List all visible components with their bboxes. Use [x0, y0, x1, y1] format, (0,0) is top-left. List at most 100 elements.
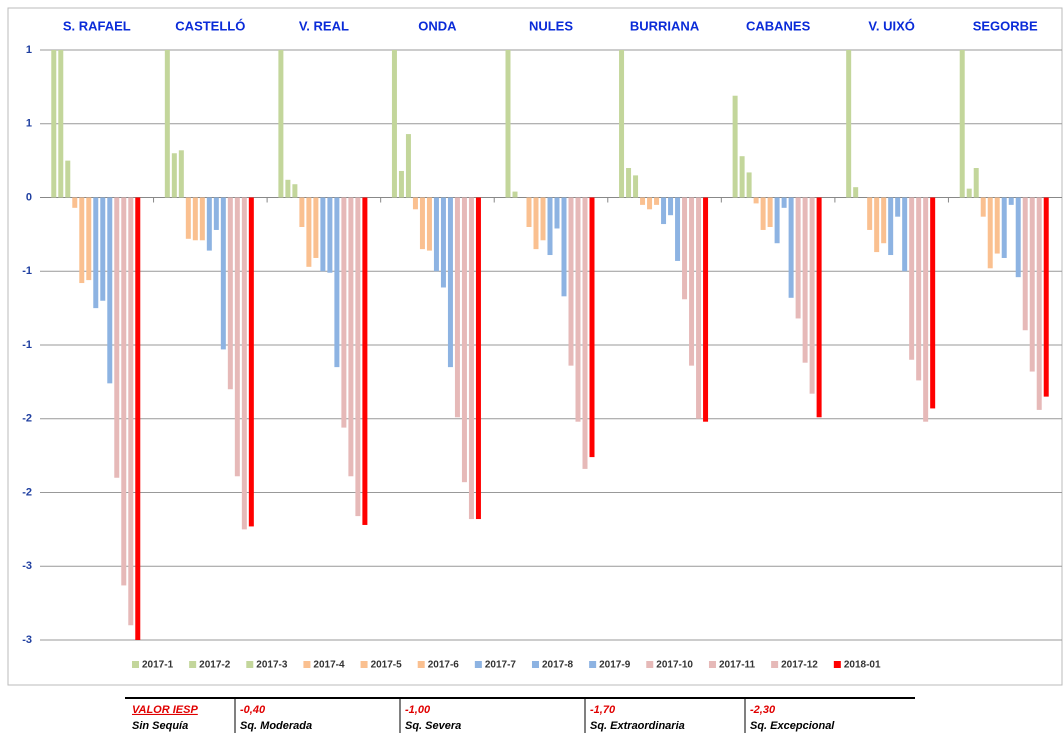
bar — [795, 197, 801, 319]
bar — [327, 197, 333, 273]
legend-label: 2017-8 — [542, 660, 574, 671]
table-header: -1,70 — [590, 704, 616, 716]
legend-label: 2017-5 — [371, 660, 403, 671]
y-tick-label: -3 — [22, 560, 32, 572]
bar — [306, 197, 312, 267]
legend-swatch — [246, 661, 254, 668]
bar — [227, 197, 233, 390]
bar — [895, 197, 901, 217]
bar — [475, 197, 481, 520]
bar — [959, 50, 965, 198]
bar — [320, 197, 326, 272]
bar — [568, 197, 574, 366]
table-label: Sq. Moderada — [240, 720, 312, 732]
bar — [881, 197, 887, 244]
bar — [809, 197, 815, 394]
bar — [454, 197, 460, 418]
category-label: CABANES — [746, 18, 811, 33]
bar — [916, 197, 922, 381]
bar — [781, 197, 787, 208]
bar — [633, 175, 639, 198]
y-tick-label: -1 — [22, 339, 32, 351]
y-tick-label: 1 — [26, 118, 32, 130]
bar — [433, 197, 439, 272]
bar — [526, 197, 532, 227]
bar — [412, 197, 418, 210]
bar — [682, 197, 688, 300]
bar — [79, 197, 85, 284]
legend-swatch — [474, 661, 482, 668]
bar — [533, 197, 539, 250]
bar — [540, 197, 546, 241]
legend-label: 2017-6 — [428, 660, 460, 671]
legend-swatch — [417, 661, 425, 668]
y-tick-label: -2 — [22, 413, 32, 425]
legend-swatch — [708, 661, 716, 668]
legend-swatch — [646, 661, 654, 668]
bar — [128, 197, 134, 626]
bar — [696, 197, 702, 419]
bar — [461, 197, 467, 483]
bar — [505, 50, 511, 198]
bar — [732, 95, 738, 198]
bar — [689, 197, 695, 366]
bar — [582, 197, 588, 469]
legend-swatch — [531, 661, 539, 668]
legend-swatch — [189, 661, 197, 668]
bar — [1029, 197, 1035, 372]
bar — [846, 50, 852, 198]
legend-label: 2017-9 — [599, 660, 631, 671]
bar — [987, 197, 993, 269]
table-label: Sq. Excepcional — [750, 720, 835, 732]
legend-label: 2018-01 — [844, 660, 881, 671]
bar — [299, 197, 305, 227]
bar — [72, 197, 78, 208]
y-tick-label: 1 — [26, 44, 32, 56]
bar — [767, 197, 773, 227]
bar — [902, 197, 908, 272]
bar — [362, 197, 368, 525]
bar — [668, 197, 674, 216]
bar — [1015, 197, 1021, 278]
bar — [874, 197, 880, 253]
bar — [234, 197, 240, 477]
bar — [199, 197, 205, 241]
table-label: Sq. Severa — [405, 720, 461, 732]
category-label: CASTELLÓ — [175, 18, 245, 33]
bar — [753, 197, 759, 204]
legend-swatch — [303, 661, 311, 668]
bar — [1008, 197, 1014, 205]
y-tick-label: -3 — [22, 634, 32, 646]
category-label: ONDA — [418, 18, 457, 33]
bar — [589, 197, 595, 458]
bar — [51, 50, 57, 198]
bar — [398, 170, 404, 198]
table-label: Sin Sequía — [132, 720, 188, 732]
bar — [285, 179, 291, 198]
legend-label: 2017-7 — [485, 660, 517, 671]
category-label: V. UIXÓ — [868, 18, 914, 33]
table-label: Sq. Extraordinaria — [590, 720, 685, 732]
bar — [135, 197, 141, 640]
bar — [909, 197, 915, 360]
bar — [313, 197, 319, 258]
bar — [171, 153, 177, 198]
bar — [973, 168, 979, 198]
y-tick-label: 0 — [26, 191, 32, 203]
bar — [561, 197, 567, 297]
bar — [647, 197, 653, 210]
bar — [426, 197, 432, 251]
chart-frame — [7, 7, 1063, 686]
bar — [994, 197, 1000, 254]
bar — [619, 50, 625, 198]
bar — [341, 197, 347, 428]
bar — [888, 197, 894, 256]
bar — [65, 160, 71, 198]
table-header: VALOR IESP — [132, 704, 198, 716]
bar — [746, 172, 752, 198]
bar — [661, 197, 667, 225]
bar — [554, 197, 560, 229]
bar — [853, 187, 859, 198]
bar — [391, 50, 397, 198]
